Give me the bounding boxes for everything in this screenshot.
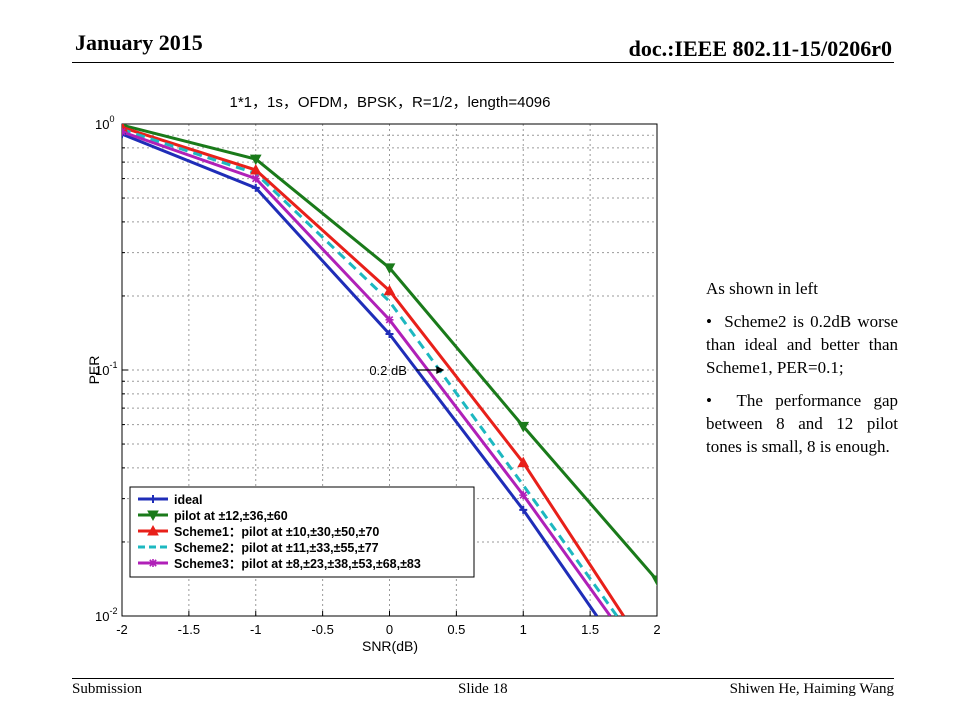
- footer-submission: Submission: [72, 681, 143, 697]
- plus-marker: [149, 495, 157, 503]
- star-marker: [122, 127, 126, 136]
- triangle-up-marker: [383, 284, 396, 296]
- star-marker: [251, 174, 260, 183]
- star-marker: [149, 559, 157, 567]
- legend-label: Scheme1：pilot at ±10,±30,±50,±70: [174, 525, 379, 539]
- y-axis-label: PER: [86, 356, 102, 385]
- x-axis-label: SNR(dB): [362, 638, 418, 654]
- x-tick-label: 1.5: [581, 622, 599, 637]
- triangle-down-marker: [147, 510, 159, 522]
- legend-box: [129, 486, 475, 578]
- notes-bullet: • Scheme2 is 0.2dB worse than ideal and …: [706, 310, 898, 379]
- triangle-down-marker: [383, 263, 396, 274]
- notes-bullet-text: The performance gap between 8 and 12 pil…: [706, 391, 898, 456]
- y-tick-label: 10-2: [95, 606, 117, 624]
- star-marker: [519, 491, 528, 500]
- x-tick-label: -1.5: [178, 622, 200, 637]
- plus-marker: [385, 330, 394, 339]
- triangle-down-marker: [249, 154, 262, 166]
- bullet-mark: •: [706, 391, 712, 410]
- footer-rule: [72, 678, 894, 679]
- x-tick-label: -0.5: [311, 622, 333, 637]
- footer-slide-number: Slide 18: [458, 681, 508, 697]
- plus-marker: [519, 505, 528, 514]
- triangle-down-marker: [517, 421, 530, 433]
- legend-label: pilot at ±12,±36,±60: [174, 509, 288, 523]
- per-chart: 1*1，1s，OFDM，BPSK，R=1/2，length=4096 -2 -1.…: [86, 94, 661, 654]
- x-tick-label: -2: [116, 622, 128, 637]
- plus-marker: [251, 183, 260, 192]
- triangle-up-marker: [147, 524, 159, 536]
- triangle-down-marker: [651, 575, 657, 587]
- notes-bullet: • The performance gap between 8 and 12 p…: [706, 389, 898, 458]
- star-marker: [385, 315, 394, 324]
- y-tick-label: 10-1: [95, 360, 117, 378]
- legend-label: Scheme2：pilot at ±11,±33,±55,±77: [174, 541, 379, 555]
- x-tick-label: 1: [520, 622, 527, 637]
- bullet-mark: •: [706, 312, 712, 331]
- annotation-text: 0.2 dB: [369, 363, 407, 378]
- x-tick-label: 0: [386, 622, 393, 637]
- header-rule: [72, 62, 894, 63]
- legend-label: Scheme3：pilot at ±8,±23,±38,±53,±68,±83: [174, 557, 421, 571]
- x-tick-label: -1: [250, 622, 262, 637]
- triangle-up-marker: [517, 456, 530, 468]
- x-tick-label: 2: [653, 622, 660, 637]
- legend-label: ideal: [174, 493, 203, 507]
- annotation-arrow-head: [436, 366, 445, 374]
- series-line: [122, 128, 619, 616]
- x-tick-label: 0.5: [447, 622, 465, 637]
- notes-intro: As shown in left: [706, 279, 818, 298]
- slide-date: January 2015: [75, 30, 203, 55]
- side-notes: As shown in left • Scheme2 is 0.2dB wors…: [706, 277, 898, 468]
- footer-authors: Shiwen He, Haiming Wang: [729, 681, 894, 697]
- y-tick-label: 100: [95, 114, 114, 132]
- document-id: doc.:IEEE 802.11-15/0206r0: [628, 36, 892, 61]
- triangle-up-marker: [249, 163, 262, 175]
- notes-bullet-text: Scheme2 is 0.2dB worse than ideal and be…: [706, 312, 898, 377]
- chart-title: 1*1，1s，OFDM，BPSK，R=1/2，length=4096: [230, 94, 551, 111]
